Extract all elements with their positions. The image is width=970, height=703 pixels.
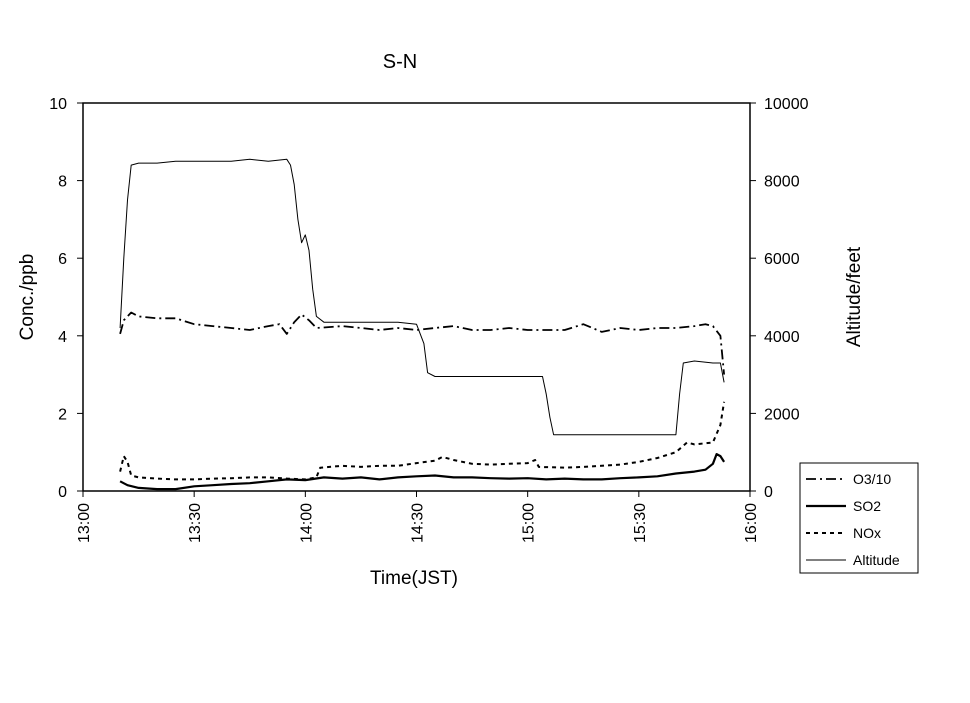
series-layer	[119, 158, 726, 491]
y-right-tick-label: 4000	[764, 329, 800, 346]
series-altitude	[119, 158, 725, 436]
series-o3-10	[119, 311, 725, 375]
series-line-nox	[119, 401, 726, 481]
legend-label-altitude: Altitude	[853, 552, 900, 568]
plot-area	[82, 102, 751, 492]
y-right-tick-label: 10000	[764, 96, 809, 113]
y-right-tick-label: 8000	[764, 174, 800, 191]
ticks-layer: 13:00 13:30 14:00 14:30 15:00 15:30 16:0002468…	[49, 96, 808, 543]
chart-title: S-N	[383, 51, 417, 73]
x-tick-label: 14:00	[298, 503, 315, 543]
legend: O3/10 SO2 NOx Altitude	[799, 462, 919, 574]
y-left-tick-label: 6	[58, 251, 67, 268]
x-tick-label: 13:30	[187, 503, 204, 543]
y-left-tick-label: 2	[58, 406, 67, 423]
x-tick-label: 13:00	[76, 503, 93, 543]
legend-label-o3-10: O3/10	[853, 471, 891, 487]
x-tick-label: 14:30	[410, 503, 427, 543]
series-line-so2	[119, 453, 726, 491]
series-line-o3-10	[119, 311, 725, 375]
x-axis-title: Time(JST)	[370, 568, 458, 589]
y-right-tick-label: 6000	[764, 251, 800, 268]
y-left-tick-label: 0	[58, 484, 67, 501]
x-tick-label: 15:30	[632, 503, 649, 543]
series-line-altitude	[119, 158, 725, 436]
legend-label-nox: NOx	[853, 525, 881, 541]
y-right-tick-label: 0	[764, 484, 773, 501]
x-tick-label: 16:00	[743, 503, 760, 543]
legend-box	[799, 462, 919, 574]
series-so2	[119, 453, 726, 491]
y-left-tick-label: 8	[58, 174, 67, 191]
legend-items: O3/10 SO2 NOx Altitude	[806, 471, 900, 568]
y-left-tick-label: 4	[58, 329, 67, 346]
y-axis-title-right: Altitude/feet	[844, 246, 865, 347]
series-nox	[119, 401, 726, 481]
y-left-tick-label: 10	[49, 96, 67, 113]
y-right-tick-label: 2000	[764, 406, 800, 423]
x-tick-label: 15:00	[521, 503, 538, 543]
y-axis-title-left: Conc./ppb	[17, 254, 38, 341]
legend-label-so2: SO2	[853, 498, 881, 514]
